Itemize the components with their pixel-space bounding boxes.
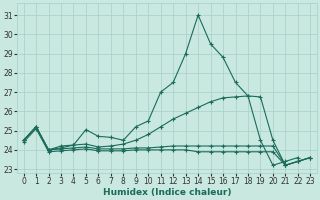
- X-axis label: Humidex (Indice chaleur): Humidex (Indice chaleur): [103, 188, 231, 197]
